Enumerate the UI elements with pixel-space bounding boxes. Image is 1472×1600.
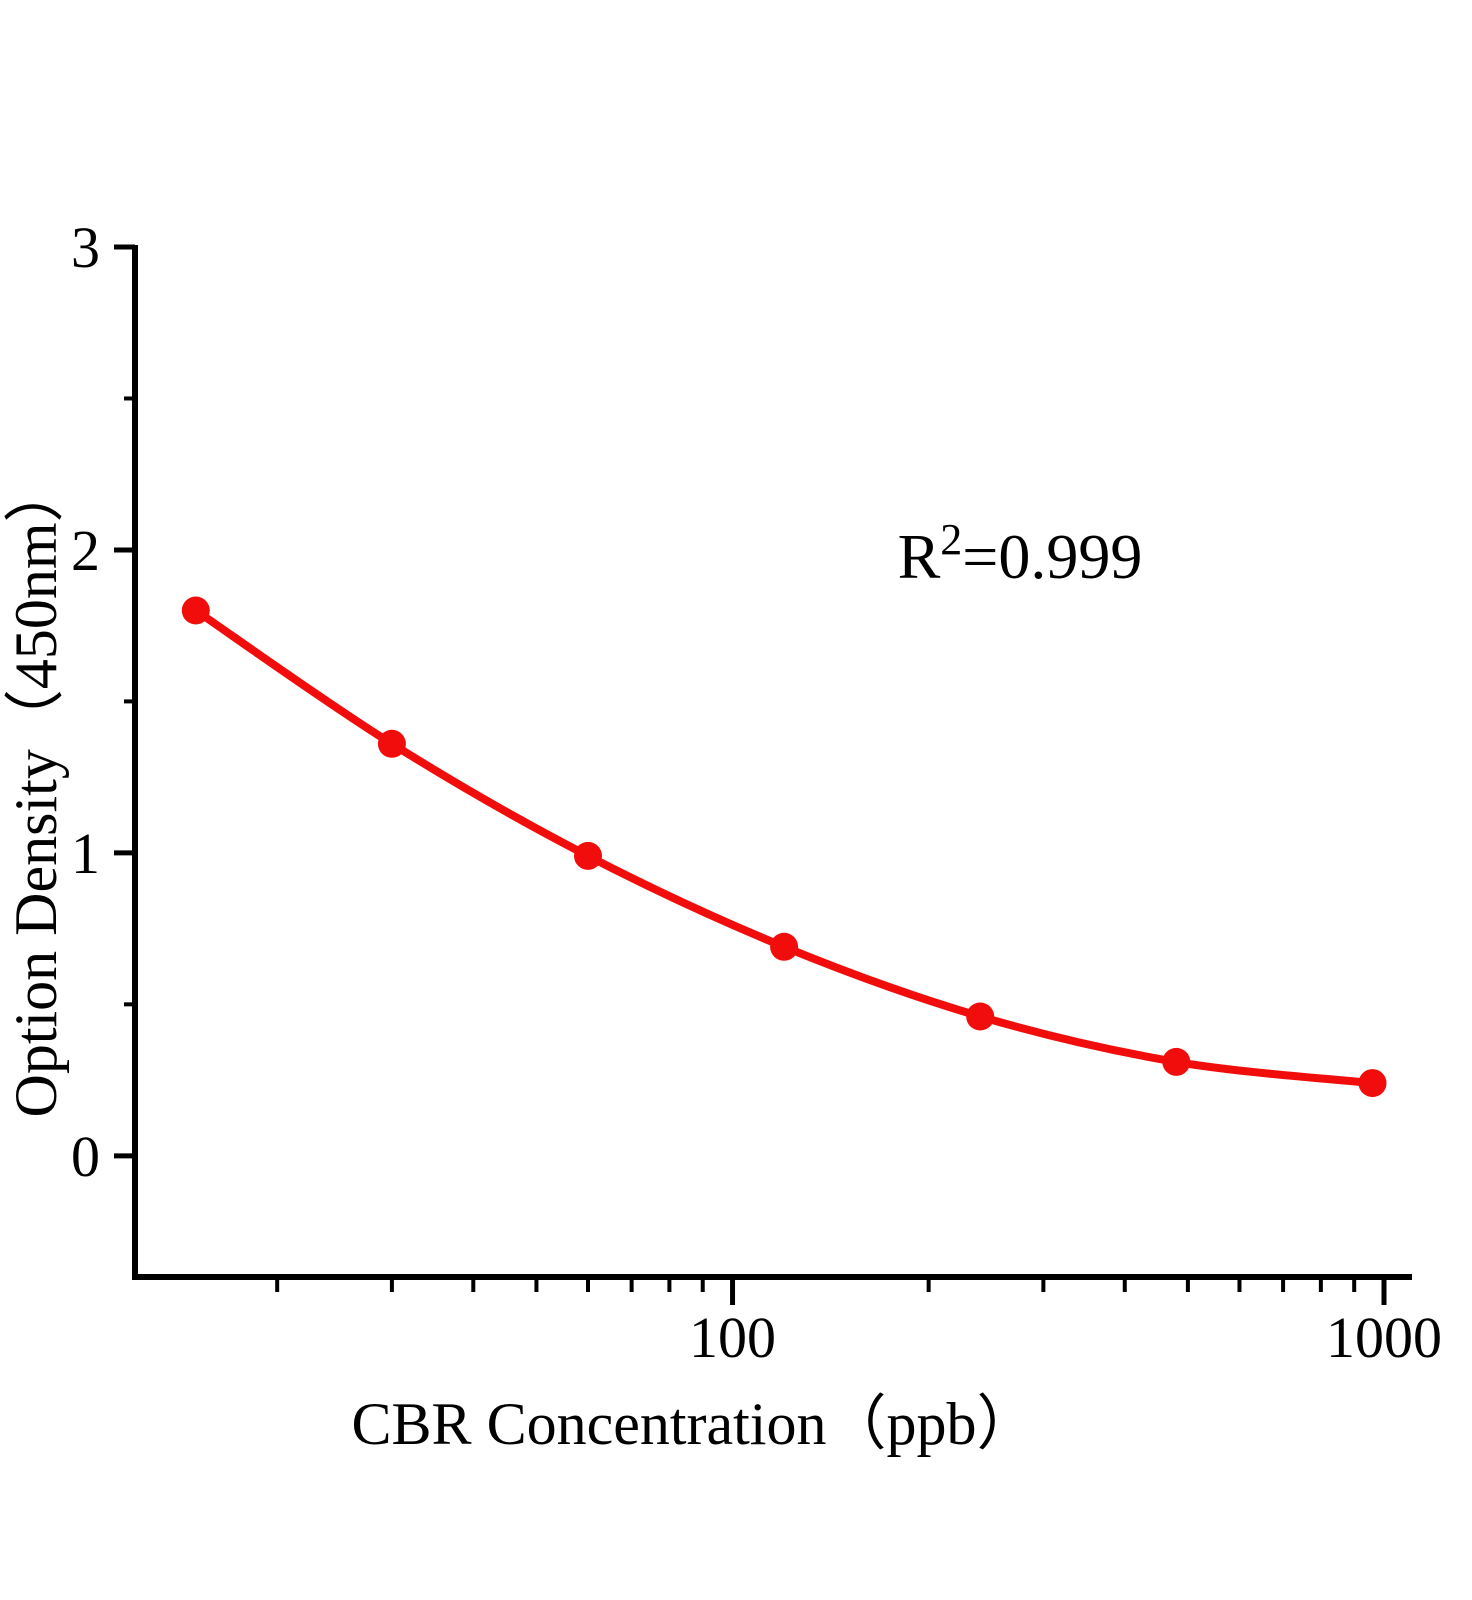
x-tick-label: 1000 xyxy=(1326,1305,1442,1370)
y-tick-label: 0 xyxy=(71,1124,100,1189)
axis-ticks xyxy=(114,244,1387,1305)
fit-curve xyxy=(191,606,1377,1088)
y-tick-label: 3 xyxy=(71,215,100,280)
y-axis-title: Option Density（450nm） xyxy=(3,463,69,1118)
data-point xyxy=(1162,1047,1191,1076)
y-tick-label: 2 xyxy=(71,518,100,583)
r-squared-superscript: 2 xyxy=(940,515,962,564)
data-point xyxy=(181,596,210,625)
data-point xyxy=(770,932,799,961)
x-tick-label: 100 xyxy=(689,1305,776,1370)
data-point xyxy=(574,841,602,870)
data-point xyxy=(377,729,406,758)
tick-labels: 100 1000 0 1 2 3 xyxy=(71,215,1442,1370)
data-point xyxy=(966,1002,995,1031)
r-squared-annotation: R2=0.999 xyxy=(898,515,1143,592)
data-series xyxy=(181,596,1387,1098)
x-axis-title: CBR Concentration（ppb） xyxy=(352,1391,1037,1457)
data-point xyxy=(1358,1069,1387,1098)
r-squared-value: =0.999 xyxy=(962,521,1142,592)
y-tick-label: 1 xyxy=(71,821,100,886)
axis-lines xyxy=(132,245,1412,1280)
r-squared-base: R xyxy=(898,521,941,592)
